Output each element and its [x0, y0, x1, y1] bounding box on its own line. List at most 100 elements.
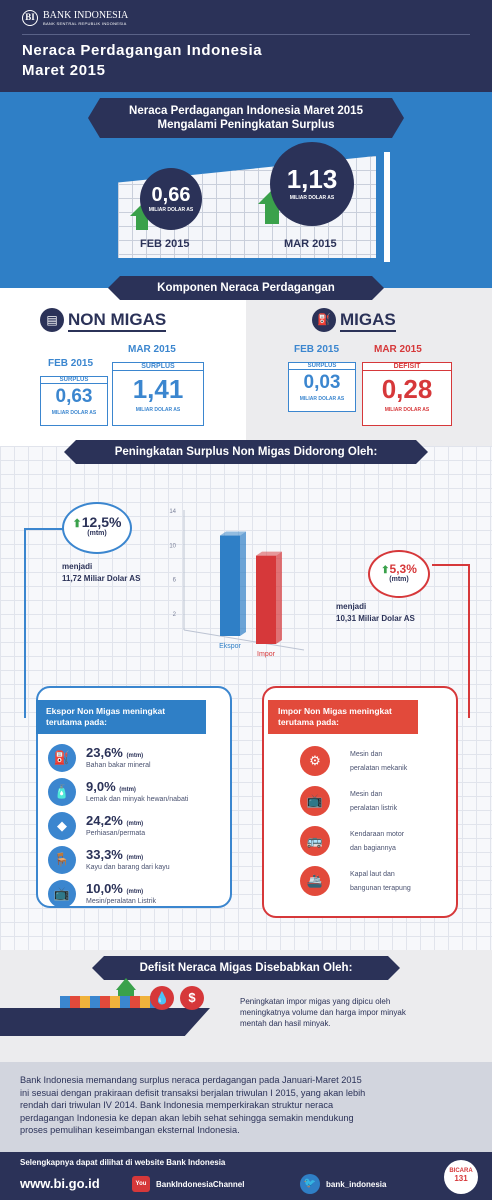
twitter-icon: 🐦 [300, 1174, 320, 1194]
surplus-section: Neraca Perdagangan Indonesia Maret 2015 … [0, 92, 492, 288]
drivers-section: Peningkatan Surplus Non Migas Didorong O… [0, 446, 492, 950]
defisit-text-1: Peningkatan impor migas yang dipicu oleh [240, 997, 391, 1006]
migas-mar-tag: DEFISIT [363, 363, 451, 371]
impor-item-desc-1: Mesin dan [350, 751, 383, 758]
migas-feb-box: SURPLUS 0,03 MILIAR DOLAR AS [288, 362, 356, 412]
components-ribbon: Komponen Neraca Perdagangan [108, 276, 384, 300]
migas-feb-value: 0,03 [303, 372, 341, 393]
badge-line-2: 131 [454, 1174, 468, 1183]
impor-list-box: Impor Non Migas meningkat terutama pada:… [262, 686, 458, 918]
chair-icon: 🪑 [48, 846, 76, 874]
defisit-text-3: mentah dan hasil minyak. [240, 1019, 331, 1028]
ekspor-item-desc: Mesin/peralatan Listrik [86, 898, 157, 905]
nonmigas-mar-tag: SURPLUS [113, 363, 203, 371]
impor-growth-pct: 5,3% [389, 562, 417, 576]
youtube-link[interactable]: BankIndonesiaChannel [156, 1180, 245, 1189]
defisit-section: Defisit Neraca Migas Disebabkan Oleh: 💧 … [0, 950, 492, 1062]
surplus-headline-2: Mengalami Peningkatan Surplus [157, 119, 335, 131]
ekspor-connector-v [24, 528, 26, 718]
impor-item-desc-2: dan bagiannya [350, 845, 396, 852]
summary-line-2: ini sesuai dengan prakiraan defisit tran… [20, 1087, 366, 1098]
oil-drop-icon: 💧 [150, 986, 174, 1010]
up-arrow-icon [116, 978, 136, 990]
ekspor-list-item: 🪑 33,3% (mtm) Kayu dan barang dari kayu [48, 846, 228, 878]
components-section: Komponen Neraca Perdagangan ▤ NON MIGAS … [0, 288, 492, 446]
chart-tick-label: 14 [169, 509, 176, 515]
oil-bottle-icon: 🧴 [48, 778, 76, 806]
ekspor-item-pct: 24,2% [86, 813, 123, 828]
tanker-ship-icon [0, 1008, 210, 1036]
ekspor-list-box: Ekspor Non Migas meningkat terutama pada… [36, 686, 232, 908]
chart-bar-top [220, 531, 246, 536]
migas-mar-box: DEFISIT 0,28 MILIAR DOLAR AS [362, 362, 452, 426]
chart-tick-label: 6 [173, 578, 177, 584]
ekspor-item-desc: Bahan bakar mineral [86, 762, 151, 769]
ekspor-item-mtm: (mtm) [126, 889, 144, 895]
chart-bar-top [256, 551, 282, 556]
impor-connector-v [468, 564, 470, 718]
fuel-pump-icon: ⛽ [48, 744, 76, 772]
twitter-link[interactable]: bank_indonesia [326, 1180, 387, 1189]
nonmigas-feb-value: 0,63 [55, 386, 93, 407]
website-link[interactable]: www.bi.go.id [20, 1176, 100, 1191]
gear-icon: ⚙ [300, 746, 330, 776]
ekspor-value-text: 11,72 Miliar Dolar AS [62, 574, 141, 583]
nonmigas-heading: NON MIGAS [68, 310, 167, 332]
feb-label: FEB 2015 [140, 238, 190, 250]
summary-text: Bank Indonesia memandang surplus neraca … [20, 1074, 480, 1137]
ekspor-item-pct: 10,0% [86, 881, 123, 896]
ekspor-item-desc: Lemak dan minyak hewan/nabati [86, 796, 189, 803]
tv-icon: 📺 [300, 786, 330, 816]
ekspor-item-mtm: (mtm) [119, 787, 136, 793]
up-arrow-icon: ⬆ [72, 518, 82, 530]
page-title-line1: Neraca Perdagangan Indonesia [22, 42, 263, 59]
bus-icon: 🚌 [300, 826, 330, 856]
chart-category-label: Impor [257, 651, 276, 658]
ekspor-list-header: Ekspor Non Migas meningkat terutama pada… [36, 700, 206, 734]
chart-bar-side [240, 531, 246, 636]
migas-feb-tag: SURPLUS [289, 363, 355, 370]
impor-menjadi: menjadi [336, 602, 367, 611]
summary-line-4: perdagangan Indonesia ke depan akan lebi… [20, 1112, 354, 1123]
impor-item-desc-1: Kendaraan motor [350, 831, 405, 838]
defisit-text-2: meningkatnya volume dan harga impor miny… [240, 1008, 406, 1017]
nonmigas-mar-unit: MILIAR DOLAR AS [135, 407, 181, 413]
impor-connector [432, 564, 470, 566]
ekspor-item-pct: 33,3% [86, 847, 123, 862]
summary-section: Bank Indonesia memandang surplus neraca … [0, 1062, 492, 1152]
ekspor-item-pct: 23,6% [86, 745, 123, 760]
nonmigas-mar-value: 1,41 [132, 374, 184, 404]
ekspor-item-mtm: (mtm) [126, 821, 144, 827]
mar-label: MAR 2015 [284, 238, 337, 250]
header: BI BANK INDONESIA BANK SENTRAL REPUBLIK … [0, 0, 492, 92]
impor-item-desc-1: Mesin dan [350, 791, 383, 798]
chart-bar-side [276, 551, 282, 644]
chart-tick-label: 10 [169, 543, 176, 549]
ekspor-growth-pct: 12,5% [81, 514, 122, 530]
summary-line-1: Bank Indonesia memandang surplus neraca … [20, 1075, 362, 1085]
header-divider [22, 34, 470, 35]
logo-name: BANK INDONESIA [43, 10, 129, 21]
mar-surplus-circle: 1,13 MILIAR DOLAR AS [270, 142, 354, 226]
up-arrow-stem [136, 216, 148, 230]
tv-icon: 📺 [48, 880, 76, 908]
ekspor-list-item: 📺 10,0% (mtm) Mesin/peralatan Listrik [48, 880, 228, 912]
feb-surplus-value: 0,66 [151, 184, 191, 206]
nonmigas-mar-box: SURPLUS 1,41 MILIAR DOLAR AS [112, 362, 204, 426]
page-title-line2: Maret 2015 [22, 62, 106, 79]
chart-tick-label: 2 [173, 612, 177, 618]
impor-list-item: 🚌 Kendaraan motor dan bagiannya [300, 826, 450, 862]
impor-list-item: 📺 Mesin dan peralatan listrik [300, 786, 450, 822]
ekspor-item-mtm: (mtm) [126, 753, 144, 759]
mar-surplus-unit: MILIAR DOLAR AS [289, 195, 335, 201]
impor-growth-bubble: ⬆5,3% (mtm) [368, 550, 430, 598]
impor-value-text: 10,31 Miliar Dolar AS [336, 614, 415, 623]
ekspor-menjadi: menjadi [62, 562, 93, 571]
ekspor-item-mtm: (mtm) [126, 855, 144, 861]
logo-subtitle: BANK SENTRAL REPUBLIK INDONESIA [43, 21, 127, 26]
ekspor-growth-bubble: ⬆12,5% (mtm) [62, 502, 132, 554]
ekspor-item-desc: Kayu dan barang dari kayu [86, 864, 170, 871]
nonmigas-feb-label: FEB 2015 [48, 358, 94, 369]
coin-icon: ▤ [40, 308, 64, 332]
badge-line-1: BICARA [449, 1168, 473, 1174]
